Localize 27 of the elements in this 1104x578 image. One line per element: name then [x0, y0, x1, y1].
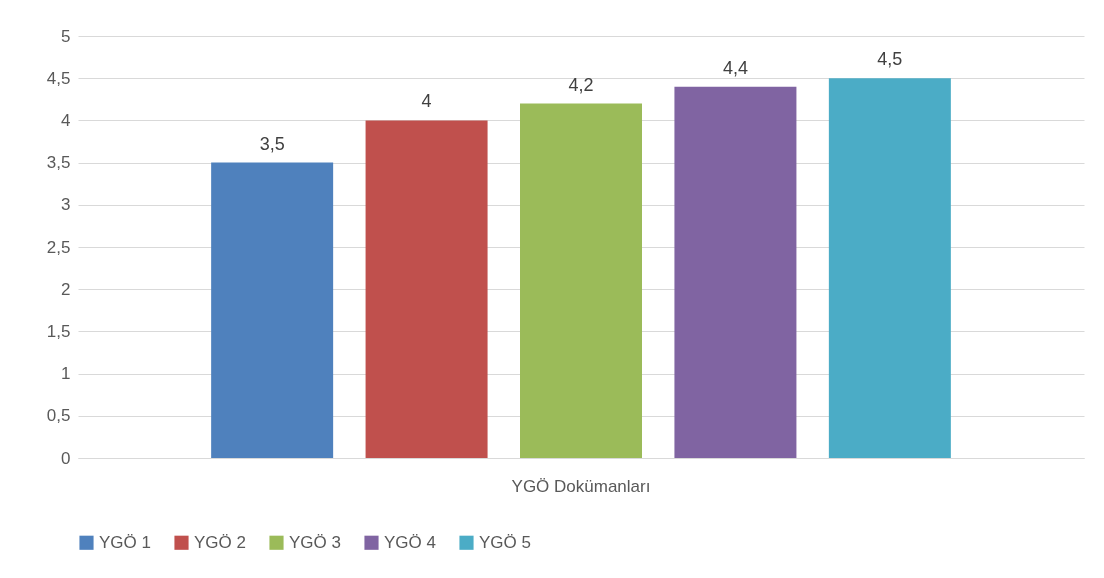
y-tick-label: 0,5 [46, 406, 71, 426]
y-tick-label: 1,5 [46, 321, 71, 341]
y-tick-label: 0 [61, 448, 71, 468]
y-tick-label: 2 [61, 279, 71, 299]
data-label: 3,5 [259, 133, 285, 154]
y-tick-label: 1 [61, 364, 71, 384]
bar [365, 120, 488, 458]
data-label: 4 [421, 91, 432, 112]
legend-label: YGÖ 3 [289, 532, 341, 552]
legend-label: YGÖ 1 [99, 532, 151, 552]
bar [520, 103, 642, 458]
data-label: 4,5 [877, 49, 903, 70]
y-tick-label: 2,5 [46, 237, 71, 257]
legend-label: YGÖ 5 [479, 532, 531, 552]
legend-label: YGÖ 4 [384, 532, 436, 552]
data-label: 4,4 [722, 57, 748, 78]
y-tick-label: 5 [61, 26, 71, 46]
y-tick-label: 4 [61, 110, 71, 130]
y-tick-label: 3 [61, 195, 71, 215]
bar [828, 78, 951, 458]
bar [211, 162, 334, 458]
y-tick-label: 3,5 [46, 153, 71, 173]
legend-label: YGÖ 2 [194, 532, 246, 552]
x-tick-label: YGÖ Dokümanları [511, 476, 651, 496]
y-tick-label: 4,5 [46, 68, 71, 88]
data-label: 4,2 [568, 74, 594, 95]
bar [674, 86, 797, 458]
